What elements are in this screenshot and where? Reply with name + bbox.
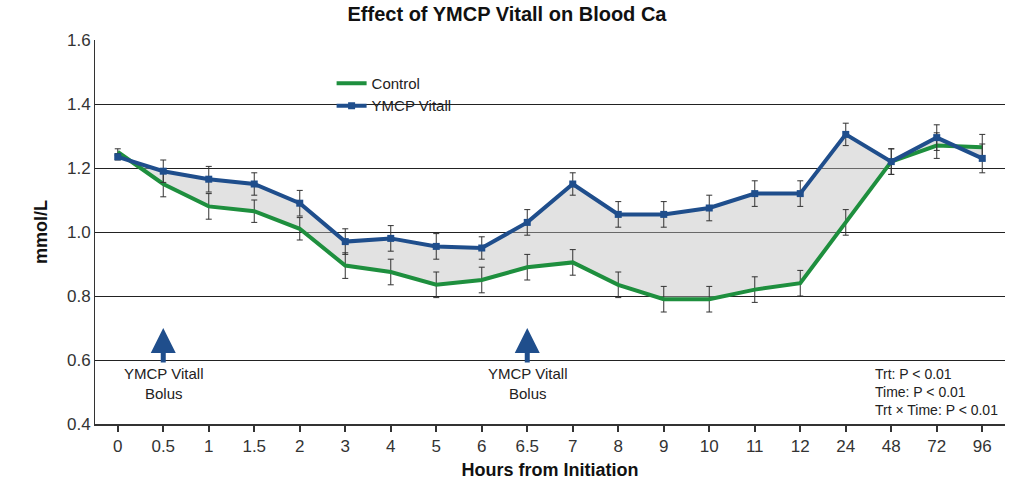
svg-text:96: 96: [973, 437, 992, 456]
svg-text:1.6: 1.6: [67, 31, 91, 50]
svg-text:1: 1: [204, 437, 213, 456]
svg-text:1.2: 1.2: [67, 159, 91, 178]
svg-text:0.5: 0.5: [151, 437, 175, 456]
svg-text:72: 72: [927, 437, 946, 456]
svg-text:YMCP VitallBolus: YMCP VitallBolus: [124, 365, 203, 402]
svg-text:1.5: 1.5: [242, 437, 266, 456]
svg-text:Control: Control: [372, 75, 420, 92]
svg-text:8: 8: [614, 437, 623, 456]
svg-text:24: 24: [836, 437, 855, 456]
svg-text:6: 6: [477, 437, 486, 456]
svg-text:Effect of YMCP Vitall on Blood: Effect of YMCP Vitall on Blood Ca: [348, 3, 668, 25]
svg-text:6.5: 6.5: [515, 437, 539, 456]
svg-text:YMCP VitallBolus: YMCP VitallBolus: [488, 365, 567, 402]
svg-text:10: 10: [700, 437, 719, 456]
svg-text:48: 48: [882, 437, 901, 456]
svg-text:7: 7: [568, 437, 577, 456]
svg-text:1.0: 1.0: [67, 223, 91, 242]
svg-text:0.8: 0.8: [67, 287, 91, 306]
svg-text:0.4: 0.4: [67, 415, 91, 434]
svg-text:mmol/L: mmol/L: [31, 200, 51, 264]
svg-text:3: 3: [341, 437, 350, 456]
svg-text:5: 5: [432, 437, 441, 456]
svg-text:Hours from Initiation: Hours from Initiation: [462, 460, 639, 480]
svg-text:11: 11: [746, 437, 764, 456]
svg-text:0.6: 0.6: [67, 351, 91, 370]
svg-text:9: 9: [659, 437, 668, 456]
svg-text:2: 2: [295, 437, 304, 456]
svg-text:0: 0: [113, 437, 122, 456]
svg-text:4: 4: [386, 437, 395, 456]
svg-text:1.4: 1.4: [67, 95, 91, 114]
svg-text:Trt: P < 0.01Time: P < 0.01Trt: Trt: P < 0.01Time: P < 0.01Trt × Time: P…: [875, 366, 998, 418]
svg-text:12: 12: [791, 437, 810, 456]
svg-text:YMCP Vitall: YMCP Vitall: [372, 97, 451, 114]
